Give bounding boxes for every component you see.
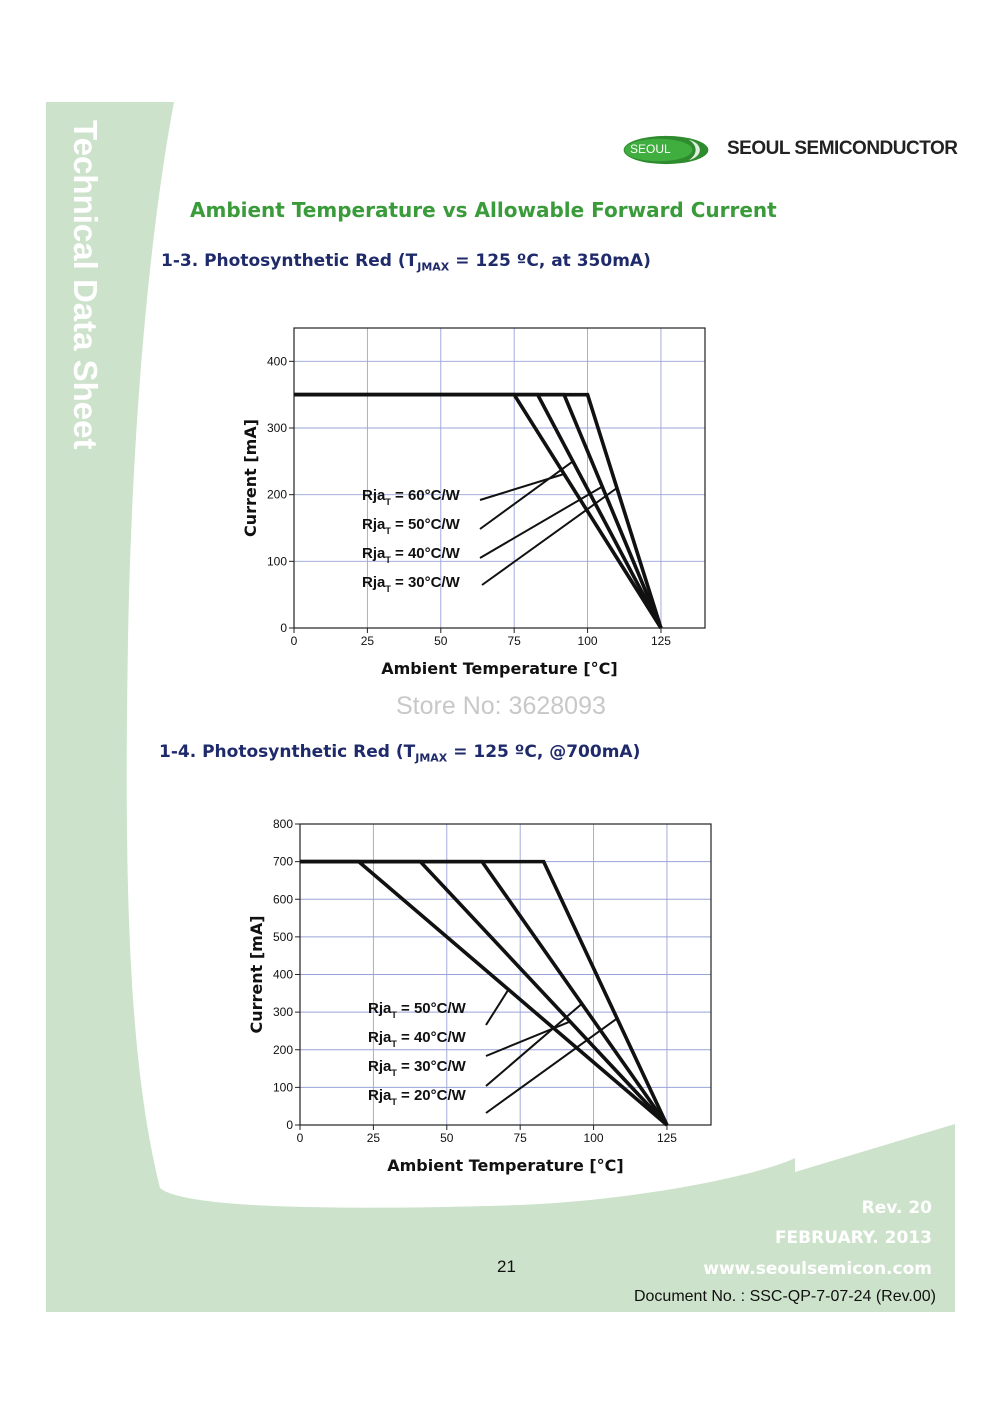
legend-subscript: T bbox=[391, 1039, 397, 1049]
y-tick-label: 300 bbox=[267, 421, 287, 435]
legend-text: = 30°C/W bbox=[391, 574, 461, 591]
legend-subscript: T bbox=[385, 526, 391, 536]
company-logo: SEOUL SEOUL SEMICONDUCTOR bbox=[620, 132, 958, 170]
legend-text: = 60°C/W bbox=[391, 487, 461, 504]
revision-label: Rev. 20 bbox=[861, 1198, 932, 1218]
x-tick-label: 50 bbox=[440, 1131, 454, 1145]
website-link[interactable]: www.seoulsemicon.com bbox=[703, 1259, 932, 1279]
section-title-1-4: 1-4. Photosynthetic Red (TJMAX = 125 ºC,… bbox=[159, 742, 640, 764]
legend-pointer-line bbox=[479, 485, 603, 559]
y-tick-label: 0 bbox=[280, 621, 287, 635]
section-title-subscript: JMAX bbox=[417, 260, 450, 274]
company-name: SEOUL SEMICONDUCTOR bbox=[727, 138, 958, 159]
series-line bbox=[294, 392, 663, 629]
y-tick-label: 100 bbox=[273, 1080, 293, 1094]
logo-badge-text: SEOUL bbox=[630, 142, 671, 156]
page-title: Ambient Temperature vs Allowable Forward… bbox=[190, 198, 777, 222]
y-tick-label: 300 bbox=[273, 1005, 293, 1019]
page-number: 21 bbox=[497, 1257, 516, 1276]
legend-text: = 50°C/W bbox=[397, 1000, 467, 1017]
y-tick-label: 600 bbox=[273, 892, 293, 906]
series-legend-label: RjaT = 30°C/W bbox=[362, 574, 461, 594]
x-tick-label: 25 bbox=[367, 1131, 381, 1145]
legend-text: = 40°C/W bbox=[397, 1029, 467, 1046]
series-line bbox=[300, 859, 669, 1127]
y-tick-label: 100 bbox=[267, 554, 287, 568]
x-tick-label: 25 bbox=[361, 634, 375, 648]
y-tick-label: 400 bbox=[273, 968, 293, 982]
series-line bbox=[300, 859, 669, 1127]
x-axis-label: Ambient Temperature [°C] bbox=[387, 1156, 623, 1175]
legend-pointer-line bbox=[481, 487, 618, 586]
legend-text: Rja bbox=[362, 545, 386, 562]
legend-text: Rja bbox=[362, 574, 386, 591]
section-title-1-3: 1-3. Photosynthetic Red (TJMAX = 125 ºC,… bbox=[161, 251, 651, 273]
legend-text: Rja bbox=[368, 1058, 392, 1075]
legend-pointer-line bbox=[485, 1020, 571, 1057]
legend-text: = 40°C/W bbox=[391, 545, 461, 562]
legend-pointer-line bbox=[485, 1017, 618, 1114]
legend-subscript: T bbox=[385, 555, 391, 565]
series-legend-label: RjaT = 50°C/W bbox=[368, 1000, 467, 1020]
y-tick-label: 700 bbox=[273, 855, 293, 869]
legend-subscript: T bbox=[385, 584, 391, 594]
y-tick-label: 200 bbox=[273, 1043, 293, 1057]
x-tick-label: 100 bbox=[578, 634, 598, 648]
store-watermark: Store No: 3628093 bbox=[396, 692, 606, 720]
x-tick-label: 75 bbox=[507, 634, 521, 648]
x-tick-label: 125 bbox=[651, 634, 671, 648]
legend-pointer-line bbox=[485, 989, 510, 1026]
series-legend-label: RjaT = 20°C/W bbox=[368, 1087, 467, 1107]
series-line bbox=[300, 859, 669, 1126]
sidebar-band bbox=[46, 102, 955, 1312]
legend-text: = 50°C/W bbox=[391, 516, 461, 533]
y-tick-label: 800 bbox=[273, 817, 293, 831]
legend-text: Rja bbox=[368, 1087, 392, 1104]
x-tick-label: 125 bbox=[657, 1131, 677, 1145]
series-legend-label: RjaT = 30°C/W bbox=[368, 1058, 467, 1078]
series-legend-label: RjaT = 40°C/W bbox=[368, 1029, 467, 1049]
document-number: Document No. : SSC-QP-7-07-24 (Rev.00) bbox=[633, 1288, 936, 1305]
y-tick-label: 0 bbox=[286, 1118, 293, 1132]
y-tick-label: 200 bbox=[267, 488, 287, 502]
series-legend-label: RjaT = 50°C/W bbox=[362, 516, 461, 536]
x-tick-label: 75 bbox=[513, 1131, 527, 1145]
x-tick-label: 0 bbox=[291, 634, 298, 648]
legend-text: Rja bbox=[368, 1029, 392, 1046]
series-legend-label: RjaT = 60°C/W bbox=[362, 487, 461, 507]
legend-subscript: T bbox=[385, 497, 391, 507]
section-title-text: 1-3. Photosynthetic Red (T bbox=[161, 251, 418, 271]
seoul-logo-icon bbox=[623, 135, 709, 165]
legend-text: = 20°C/W bbox=[397, 1087, 467, 1104]
date-label: FEBRUARY. 2013 bbox=[774, 1228, 932, 1248]
legend-text: Rja bbox=[362, 487, 386, 504]
plot-frame bbox=[293, 327, 706, 629]
section-title-text: 1-4. Photosynthetic Red (T bbox=[159, 742, 416, 762]
section-title-text: = 125 ºC, at 350mA) bbox=[449, 251, 651, 271]
legend-pointer-line bbox=[485, 1003, 583, 1087]
legend-subscript: T bbox=[391, 1068, 397, 1078]
y-tick-label: 400 bbox=[267, 354, 287, 368]
legend-text: Rja bbox=[368, 1000, 392, 1017]
x-tick-label: 50 bbox=[434, 634, 448, 648]
legend-text: Rja bbox=[362, 516, 386, 533]
x-tick-label: 0 bbox=[297, 1131, 304, 1145]
legend-subscript: T bbox=[391, 1097, 397, 1107]
y-axis-label: Current [mA] bbox=[247, 915, 266, 1033]
section-title-subscript: JMAX bbox=[415, 751, 448, 765]
series-legend-label: RjaT = 40°C/W bbox=[362, 545, 461, 565]
legend-pointer-line bbox=[479, 460, 574, 530]
x-axis-label: Ambient Temperature [°C] bbox=[381, 659, 617, 678]
section-title-text: = 125 ºC, @700mA) bbox=[447, 742, 641, 762]
legend-subscript: T bbox=[391, 1010, 397, 1020]
legend-text: = 30°C/W bbox=[397, 1058, 467, 1075]
y-tick-label: 500 bbox=[273, 930, 293, 944]
series-line bbox=[300, 859, 669, 1127]
x-tick-label: 100 bbox=[584, 1131, 604, 1145]
y-axis-label: Current [mA] bbox=[241, 419, 260, 537]
